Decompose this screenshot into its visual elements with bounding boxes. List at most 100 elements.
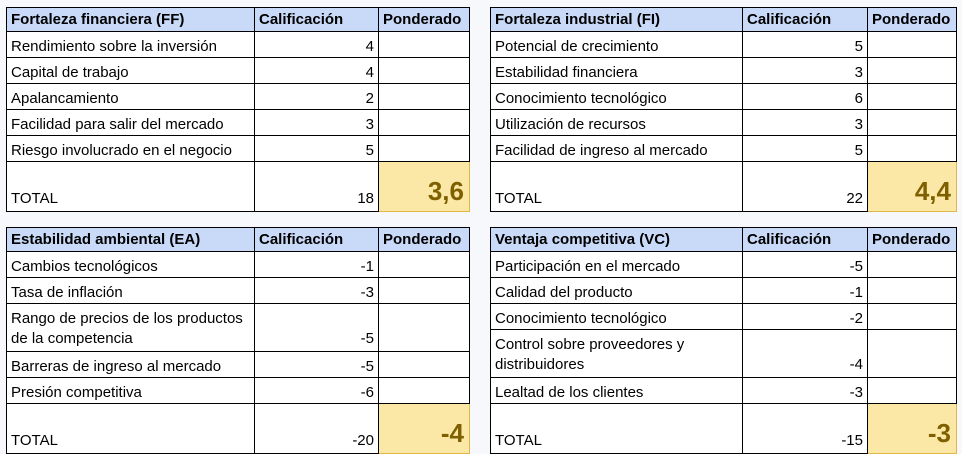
total-label: TOTAL	[490, 161, 743, 212]
row-value: -3	[254, 277, 379, 304]
row-weighted	[867, 277, 957, 304]
header-calificacion: Calificación	[742, 227, 868, 252]
row-weighted	[378, 251, 470, 278]
row-label: Utilización de recursos	[490, 109, 743, 136]
row-label: Estabilidad financiera	[490, 57, 743, 84]
row-value: 2	[254, 83, 379, 110]
row-value: -6	[254, 377, 379, 404]
header-factor: Ventaja competitiva (VC)	[490, 227, 743, 252]
row-value: -2	[742, 303, 868, 330]
table-row: Conocimiento tecnológico 6	[490, 83, 957, 110]
row-value: -4	[742, 329, 868, 378]
row-value: -1	[254, 251, 379, 278]
row-value: 3	[742, 57, 868, 84]
table-estabilidad-ambiental: Estabilidad ambiental (EA) Calificación …	[6, 227, 470, 454]
row-label: Presión competitiva	[6, 377, 255, 404]
header-ponderado: Ponderado	[378, 227, 470, 252]
header-calificacion: Calificación	[254, 7, 379, 32]
table-row: Presión competitiva -6	[6, 377, 470, 404]
total-value: 22	[742, 161, 868, 212]
row-label: Lealtad de los clientes	[490, 377, 743, 404]
row-label: Cambios tecnológicos	[6, 251, 255, 278]
table-row: Control sobre proveedores y distribuidor…	[490, 329, 957, 378]
table-fortaleza-industrial: Fortaleza industrial (FI) Calificación P…	[490, 7, 957, 212]
weighted-result: -4	[378, 403, 470, 454]
table-row: Potencial de crecimiento 5	[490, 31, 957, 58]
row-weighted	[867, 251, 957, 278]
row-weighted	[378, 303, 470, 352]
row-label: Calidad del producto	[490, 277, 743, 304]
header-factor: Fortaleza financiera (FF)	[6, 7, 255, 32]
table-row: Barreras de ingreso al mercado -5	[6, 351, 470, 378]
table-row: Cambios tecnológicos -1	[6, 251, 470, 278]
row-weighted	[867, 135, 957, 162]
row-label: Rendimiento sobre la inversión	[6, 31, 255, 58]
weighted-result: -3	[867, 403, 957, 454]
table-row: Facilidad de ingreso al mercado 5	[490, 135, 957, 162]
row-weighted	[867, 31, 957, 58]
row-weighted	[378, 277, 470, 304]
total-row: TOTAL -20 -4	[6, 403, 470, 454]
row-label: Facilidad para salir del mercado	[6, 109, 255, 136]
row-weighted	[378, 351, 470, 378]
total-label: TOTAL	[6, 403, 255, 454]
table-row: Estabilidad financiera 3	[490, 57, 957, 84]
total-value: -20	[254, 403, 379, 454]
table-row: Rendimiento sobre la inversión 4	[6, 31, 470, 58]
header-ponderado: Ponderado	[378, 7, 470, 32]
row-weighted	[867, 303, 957, 330]
row-value: 5	[254, 135, 379, 162]
table-row: Lealtad de los clientes -3	[490, 377, 957, 404]
total-label: TOTAL	[490, 403, 743, 454]
row-label: Control sobre proveedores y distribuidor…	[490, 329, 743, 378]
row-weighted	[378, 109, 470, 136]
row-value: 3	[742, 109, 868, 136]
table-row: Facilidad para salir del mercado 3	[6, 109, 470, 136]
weighted-result: 4,4	[867, 161, 957, 212]
row-weighted	[378, 57, 470, 84]
row-value: 3	[254, 109, 379, 136]
table-row: Rango de precios de los productos de la …	[6, 303, 470, 352]
row-value: 4	[254, 57, 379, 84]
table-row: Apalancamiento 2	[6, 83, 470, 110]
row-weighted	[378, 135, 470, 162]
row-weighted	[867, 83, 957, 110]
total-row: TOTAL -15 -3	[490, 403, 957, 454]
table-row: Conocimiento tecnológico -2	[490, 303, 957, 330]
row-value: -5	[742, 251, 868, 278]
total-row: TOTAL 22 4,4	[490, 161, 957, 212]
row-label: Conocimiento tecnológico	[490, 303, 743, 330]
table-row: Participación en el mercado -5	[490, 251, 957, 278]
header-calificacion: Calificación	[742, 7, 868, 32]
table-row: Tasa de inflación -3	[6, 277, 470, 304]
total-value: -15	[742, 403, 868, 454]
table-row: Calidad del producto -1	[490, 277, 957, 304]
header-ponderado: Ponderado	[867, 227, 957, 252]
weighted-result: 3,6	[378, 161, 470, 212]
table-row: Capital de trabajo 4	[6, 57, 470, 84]
row-weighted	[867, 329, 957, 378]
table-ventaja-competitiva: Ventaja competitiva (VC) Calificación Po…	[490, 227, 957, 454]
row-weighted	[867, 109, 957, 136]
header-factor: Estabilidad ambiental (EA)	[6, 227, 255, 252]
row-label: Rango de precios de los productos de la …	[6, 303, 255, 352]
row-label: Capital de trabajo	[6, 57, 255, 84]
row-value: 4	[254, 31, 379, 58]
row-weighted	[867, 377, 957, 404]
row-value: 5	[742, 135, 868, 162]
row-label: Potencial de crecimiento	[490, 31, 743, 58]
row-value: 6	[742, 83, 868, 110]
table-fortaleza-financiera: Fortaleza financiera (FF) Calificación P…	[6, 7, 470, 212]
row-label: Riesgo involucrado en el negocio	[6, 135, 255, 162]
row-label: Participación en el mercado	[490, 251, 743, 278]
row-label: Conocimiento tecnológico	[490, 83, 743, 110]
row-weighted	[867, 57, 957, 84]
row-value: -1	[742, 277, 868, 304]
row-label: Facilidad de ingreso al mercado	[490, 135, 743, 162]
total-row: TOTAL 18 3,6	[6, 161, 470, 212]
row-label: Apalancamiento	[6, 83, 255, 110]
header-calificacion: Calificación	[254, 227, 379, 252]
row-value: 5	[742, 31, 868, 58]
header-ponderado: Ponderado	[867, 7, 957, 32]
total-label: TOTAL	[6, 161, 255, 212]
